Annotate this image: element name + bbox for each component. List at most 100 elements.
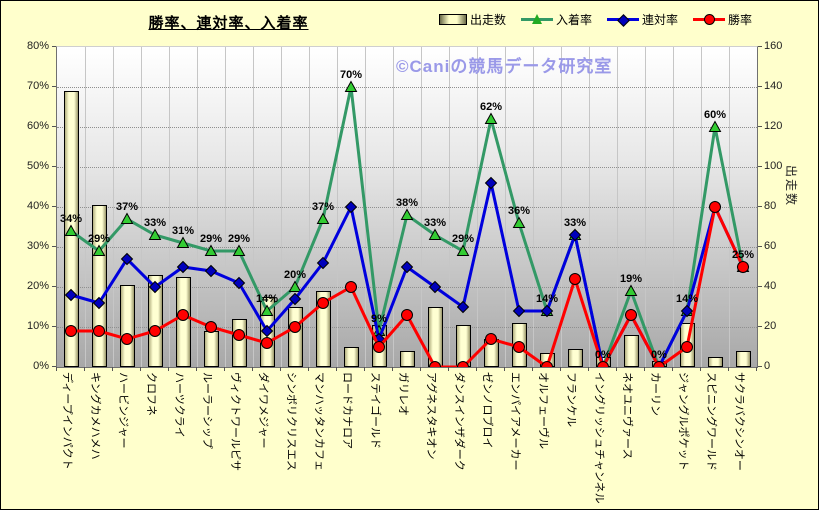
right-axis-tick-label: 120 <box>764 120 783 132</box>
diamond-marker <box>232 276 246 290</box>
bottom-axis-tick <box>252 367 253 371</box>
triangle-marker <box>64 224 78 236</box>
left-axis-tick <box>52 286 56 287</box>
diamond-marker <box>204 264 218 278</box>
left-axis-tick <box>52 366 56 367</box>
circle-marker <box>289 321 301 333</box>
data-label: 29% <box>87 233 111 245</box>
v-gridline <box>673 47 674 367</box>
bottom-axis-tick <box>168 367 169 371</box>
x-axis-label: ロードカナロア <box>341 372 353 449</box>
bottom-axis-tick <box>756 367 757 371</box>
bottom-axis-tick <box>616 367 617 371</box>
x-axis-label: ルーラーシップ <box>201 372 213 449</box>
h-gridline <box>57 247 757 248</box>
bar <box>343 347 359 367</box>
diamond-marker <box>288 292 302 306</box>
left-axis-tick-label: 10% <box>26 320 49 332</box>
triangle-marker <box>512 216 526 228</box>
v-gridline <box>449 47 450 367</box>
circle-marker <box>569 273 581 285</box>
data-label: 37% <box>115 201 139 213</box>
diamond-marker <box>568 228 582 242</box>
diamond-marker <box>400 260 414 274</box>
circle-marker <box>149 325 161 337</box>
diamond-marker <box>120 252 134 266</box>
v-gridline <box>85 47 86 367</box>
right-axis-tick-label: 20 <box>764 320 777 332</box>
data-label: 70% <box>339 69 363 81</box>
circle-marker <box>513 341 525 353</box>
bottom-axis-tick <box>476 367 477 371</box>
left-axis-tick-label: 0% <box>33 360 49 372</box>
h-gridline <box>57 287 757 288</box>
data-label: 33% <box>563 217 587 229</box>
left-axis-tick-label: 80% <box>26 40 49 52</box>
bar-swatch-icon <box>439 13 467 25</box>
legend-item-quinella-rate: 連対率 <box>607 11 678 28</box>
right-axis-tick <box>758 86 762 87</box>
h-gridline <box>57 87 757 88</box>
data-label: 0% <box>595 349 611 361</box>
right-axis-tick-label: 60 <box>764 240 777 252</box>
h-gridline <box>57 127 757 128</box>
v-gridline <box>141 47 142 367</box>
diamond-marker <box>540 304 554 318</box>
x-axis-label: ダイワメジャー <box>257 372 269 449</box>
v-gridline <box>617 47 618 367</box>
v-gridline <box>337 47 338 367</box>
data-label: 20% <box>283 269 307 281</box>
data-label: 29% <box>451 233 475 245</box>
bar <box>567 349 583 367</box>
left-axis-tick <box>52 86 56 87</box>
circle-marker <box>121 333 133 345</box>
bottom-axis-tick <box>280 367 281 371</box>
right-axis-tick-label: 0 <box>764 360 771 372</box>
data-label: 14% <box>255 293 279 305</box>
x-axis-label: マンハッタンカフェ <box>313 372 325 471</box>
diamond-marker <box>260 324 274 338</box>
triangle-marker <box>260 304 274 316</box>
bottom-axis-tick <box>364 367 365 371</box>
v-gridline <box>253 47 254 367</box>
triangle-marker <box>204 244 218 256</box>
x-axis-label: サクラバクシンオー <box>733 372 745 471</box>
watermark: ©Caniの競馬データ研究室 <box>396 57 613 76</box>
data-label: 9% <box>371 313 387 325</box>
x-axis-label: カーリン <box>649 372 661 416</box>
circle-marker <box>457 361 469 367</box>
bottom-axis-tick <box>56 367 57 371</box>
x-axis-label: ダンスインザダーク <box>453 372 465 471</box>
data-label: 29% <box>227 233 251 245</box>
diamond-marker <box>64 288 78 302</box>
triangle-marker <box>148 228 162 240</box>
triangle-marker <box>400 208 414 220</box>
triangle-marker-icon <box>521 13 554 25</box>
bottom-axis-tick <box>336 367 337 371</box>
right-axis-tick <box>758 286 762 287</box>
diamond-marker <box>484 176 498 190</box>
triangle-marker <box>232 244 246 256</box>
v-gridline <box>281 47 282 367</box>
bar <box>623 335 639 367</box>
legend-item-starts: 出走数 <box>439 11 506 28</box>
right-axis-tick-label: 80 <box>764 200 777 212</box>
legend-label-win-rate: 勝率 <box>728 12 753 27</box>
data-label: 36% <box>507 205 531 217</box>
right-axis-tick <box>758 326 762 327</box>
triangle-marker <box>288 280 302 292</box>
x-axis-label: ステイゴールド <box>369 372 381 449</box>
legend-label-starts: 出走数 <box>470 12 507 27</box>
data-label: 14% <box>535 293 559 305</box>
diamond-marker <box>512 304 526 318</box>
x-axis-label: ディープインパクト <box>61 372 73 470</box>
v-gridline <box>393 47 394 367</box>
bottom-axis-tick <box>420 367 421 371</box>
bottom-axis-tick <box>392 367 393 371</box>
circle-marker <box>345 281 357 293</box>
bottom-axis-tick <box>672 367 673 371</box>
data-label: 14% <box>675 293 699 305</box>
triangle-marker <box>428 228 442 240</box>
bottom-axis-tick <box>308 367 309 371</box>
